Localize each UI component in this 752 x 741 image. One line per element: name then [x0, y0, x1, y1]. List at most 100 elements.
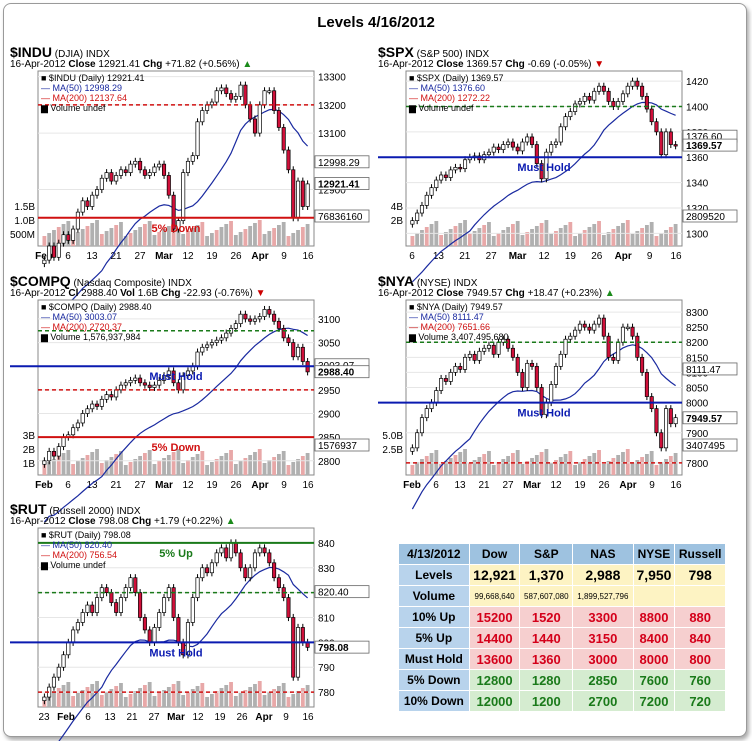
y-tick-label: 13200 [318, 101, 346, 112]
candle-body [176, 220, 181, 230]
candle-body [506, 338, 511, 349]
table-cell: 15200 [468, 606, 521, 628]
volume-bar [467, 463, 472, 475]
volume-bar [85, 455, 90, 475]
candle-body [257, 104, 262, 134]
nya-chart-panel: $NYA (NYSE) INDX 16-Apr-2012 Close 7949.5… [378, 273, 740, 510]
chg-label: Chg [161, 288, 181, 299]
close-label: Close [436, 59, 464, 70]
value-tag: 1369.57 [686, 141, 723, 152]
candle-body [118, 384, 123, 391]
candle-body [482, 347, 487, 352]
volume-bar [659, 233, 664, 246]
volume-bar [262, 695, 267, 707]
x-tick-label: 27 [502, 480, 514, 491]
volume-bar [491, 465, 496, 475]
value-tag: 12998.29 [318, 158, 360, 169]
volume-bar [296, 691, 300, 707]
volume-bar [616, 455, 621, 475]
candle-body [229, 542, 234, 559]
row-label: 10% Up [398, 606, 470, 628]
table-cell: 720 [674, 690, 726, 712]
candle-body [597, 85, 602, 92]
volume-bar [520, 464, 525, 475]
chart-svg: 84083082081080079078023Feb6132127Mar1219… [10, 527, 370, 741]
table-cell: 14400 [468, 627, 521, 649]
volume-bar [501, 230, 506, 246]
volume-bar [99, 695, 104, 707]
candle-body [424, 194, 429, 206]
candle-body [496, 341, 501, 355]
candle-body [620, 93, 625, 102]
candle-body [673, 417, 678, 425]
table-cell: 587,607,080 [519, 585, 574, 607]
volume-bar [119, 683, 123, 707]
x-tick-label: 9 [649, 480, 655, 491]
volume-bar [582, 459, 587, 475]
volume-bar [61, 453, 66, 475]
volume-bar [587, 456, 592, 475]
candle-body [152, 384, 157, 388]
candle-body [424, 408, 429, 419]
table-cell: 798 [674, 564, 726, 586]
volume-bar [162, 690, 166, 707]
y-tick-label: 840 [318, 539, 335, 550]
candle-body [668, 408, 673, 425]
candle-body [162, 163, 167, 176]
legend-entry: — MA(200) 756.54 [41, 550, 117, 560]
volume-bar [630, 234, 635, 246]
volume-bar [171, 452, 176, 475]
volume-bar [99, 234, 104, 246]
x-tick-label: Mar [509, 251, 527, 262]
table-row: 5% Down 12800 1280 2850 7600 760 [398, 669, 726, 691]
value-tag: 3407495 [686, 441, 725, 452]
volume-bar [568, 222, 573, 246]
volume-bar [291, 233, 296, 246]
table-cell: 3150 [572, 627, 634, 649]
volume-bar [138, 688, 143, 707]
candle-body [190, 155, 195, 162]
volume-bar [128, 462, 133, 475]
candle-body [109, 394, 114, 398]
candle-body [138, 377, 143, 384]
x-tick-label: 21 [459, 251, 471, 262]
volume-bar [219, 227, 224, 246]
x-tick-label: 19 [206, 480, 218, 491]
plot-area [37, 299, 315, 476]
candle-body [573, 103, 578, 112]
volume-bar [123, 236, 128, 246]
volume-bar [233, 464, 238, 475]
volume-bar [510, 224, 515, 246]
legend-entry: ▆ Volume undef [408, 103, 474, 114]
value-tag-box [682, 438, 738, 452]
y-tick-label: 1320 [686, 204, 709, 215]
level-label: Must Hold [517, 408, 570, 420]
x-tick-label: Mar [167, 712, 185, 723]
candle-body [243, 84, 248, 106]
volume-bar [200, 451, 205, 475]
candle-body [463, 356, 468, 370]
candle-body [281, 328, 286, 339]
volume-bar [195, 225, 200, 246]
volume-bar [205, 697, 210, 707]
candle-body [171, 370, 176, 384]
x-tick-label: 23 [38, 712, 50, 723]
volume-bar [472, 231, 477, 246]
chart-title: $RUT (Russell 2000) INDX [10, 501, 140, 517]
volume-bar [640, 228, 645, 246]
candle-body [257, 547, 262, 554]
candle-body [262, 309, 267, 317]
y-tick-label: 7900 [686, 429, 709, 440]
x-tick-label: 26 [230, 251, 242, 262]
volume-bar [190, 689, 195, 707]
candle-body [85, 200, 90, 207]
volume-bar [286, 465, 291, 475]
candle-body [496, 146, 501, 150]
legend-entry: — MA(200) 2720.37 [41, 322, 122, 332]
volume-bar [205, 236, 210, 246]
candle-body [267, 90, 272, 93]
candle-body [549, 384, 554, 403]
y-tick-label: 8150 [686, 353, 709, 364]
volume-bar [296, 459, 300, 475]
volume-bar [95, 449, 99, 475]
